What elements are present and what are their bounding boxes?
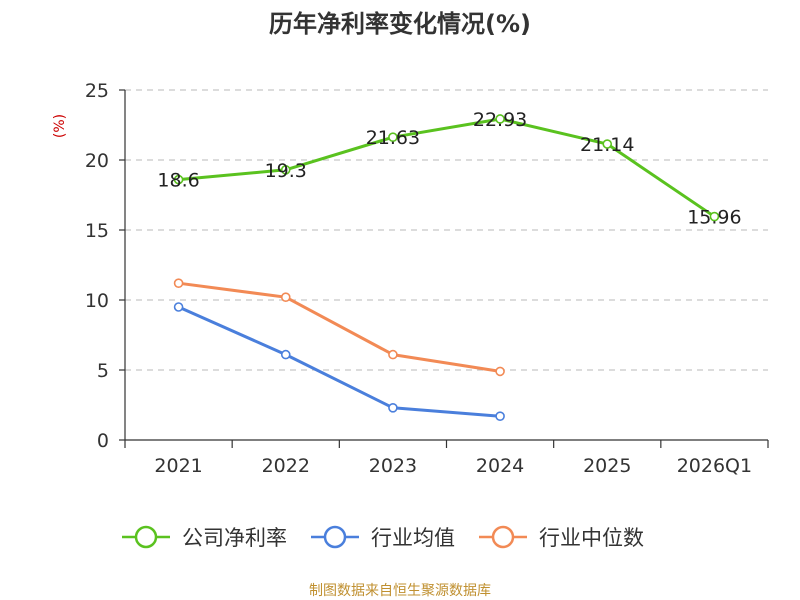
chart-title: 历年净利率变化情况(%)	[269, 10, 531, 38]
data-label: 21.14	[580, 134, 634, 156]
data-label: 18.6	[157, 170, 199, 192]
data-label: 22.93	[473, 109, 527, 131]
legend-marker	[491, 525, 515, 549]
series-line	[177, 117, 716, 219]
y-tick-label: 20	[85, 150, 109, 172]
data-point	[495, 114, 505, 124]
data-point	[388, 402, 398, 413]
data-point	[173, 174, 184, 185]
x-tick-label: 2024	[476, 455, 524, 477]
legend-marker	[323, 525, 347, 549]
y-tick-label: 25	[85, 80, 109, 102]
data-point	[495, 411, 505, 422]
data-point	[388, 349, 398, 360]
y-tick-label: 10	[85, 290, 109, 312]
data-point	[495, 366, 505, 377]
legend-label: 行业中位数	[539, 526, 644, 550]
data-point	[602, 139, 613, 149]
data-label: 19.3	[265, 160, 307, 182]
series-line	[177, 281, 502, 373]
y-tick-label: 0	[97, 430, 109, 452]
x-tick-label: 2022	[262, 455, 310, 477]
data-point	[280, 349, 291, 360]
x-tick-label: 2023	[369, 455, 417, 477]
data-point	[709, 211, 720, 222]
x-tick-label: 2021	[154, 455, 202, 477]
data-point	[388, 132, 398, 142]
data-point	[280, 292, 291, 303]
x-tick-label: 2025	[583, 455, 631, 477]
legend-marker	[134, 525, 158, 549]
series	[173, 114, 720, 422]
data-label: 15.96	[687, 207, 741, 229]
y-tick-label: 15	[85, 220, 109, 242]
data-point	[173, 278, 184, 289]
x-tick-label: 2026Q1	[677, 455, 752, 477]
data-label: 21.63	[366, 127, 420, 149]
legend: 公司净利率 行业均值 行业中位数	[122, 525, 644, 550]
data-point	[173, 302, 184, 312]
data-labels: 18.6 19.3 21.63 22.93 21.14 15.96	[157, 109, 741, 229]
legend-label: 公司净利率	[182, 526, 287, 550]
legend-label: 行业均值	[371, 526, 455, 550]
series-line	[177, 305, 502, 418]
y-tick-label: 5	[97, 360, 109, 382]
data-point	[280, 165, 291, 175]
source-note: 制图数据来自恒生聚源数据库	[309, 583, 491, 599]
grid-lines	[125, 89, 768, 371]
y-axis-label: (%)	[52, 114, 68, 138]
